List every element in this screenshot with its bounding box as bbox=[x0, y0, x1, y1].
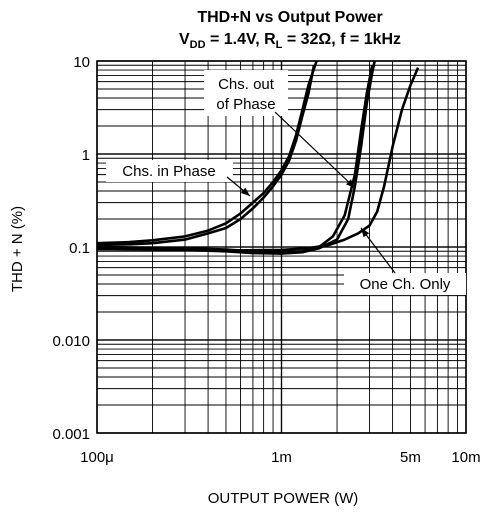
y-tick-label: 0.1 bbox=[69, 240, 90, 257]
x-axis-label: OUTPUT POWER (W) bbox=[208, 490, 359, 507]
chart-subtitle: VDD = 1.4V, RL = 32Ω, f = 1kHz bbox=[179, 31, 401, 51]
subtitle-r-sub: L bbox=[276, 39, 283, 51]
tick-labels: 100μ 1m 5m 10m 10 1 0.1 0.010 0.001 bbox=[52, 54, 480, 466]
x-tick-label: 5m bbox=[400, 449, 421, 466]
annotation-box bbox=[106, 160, 233, 182]
annotation-box bbox=[344, 273, 466, 295]
x-tick-label: 100μ bbox=[80, 449, 114, 466]
annotation-label: One Ch. Only bbox=[360, 276, 451, 293]
annotation-label: of Phase bbox=[216, 96, 275, 113]
y-tick-label: 0.010 bbox=[52, 333, 90, 350]
annotation-label: Chs. out bbox=[218, 76, 275, 93]
annotations: Chs. out of Phase Chs. in Phase One Ch. Onl… bbox=[106, 70, 466, 295]
y-tick-label: 1 bbox=[82, 147, 90, 164]
x-tick-label: 10m bbox=[451, 449, 480, 466]
series-line-1 bbox=[96, 65, 316, 247]
annotation-arrowhead bbox=[240, 187, 250, 196]
annotation-label: Chs. in Phase bbox=[122, 163, 215, 180]
annotation-arrowhead bbox=[361, 228, 370, 238]
y-tick-label: 10 bbox=[73, 54, 90, 71]
subtitle-part-1: = 1.4V, R bbox=[206, 31, 277, 48]
y-tick-label: 0.001 bbox=[52, 426, 90, 443]
subtitle-v-sub: DD bbox=[190, 39, 206, 51]
series-line-2 bbox=[96, 60, 318, 245]
annotation-leader bbox=[274, 111, 356, 189]
plot-frame bbox=[96, 60, 467, 434]
subtitle-v: V bbox=[179, 31, 190, 48]
data-series bbox=[96, 60, 420, 255]
annotation-leader bbox=[360, 227, 396, 274]
series-line-5 bbox=[96, 67, 420, 252]
y-axis-label: THD + N (%) bbox=[9, 206, 26, 292]
chart-title: THD+N vs Output Power bbox=[197, 9, 382, 26]
annotation-box bbox=[204, 70, 288, 116]
subtitle-part-2: = 32Ω, f = 1kHz bbox=[282, 31, 401, 48]
x-tick-label: 1m bbox=[271, 449, 292, 466]
annotation-arrowhead bbox=[346, 179, 355, 188]
